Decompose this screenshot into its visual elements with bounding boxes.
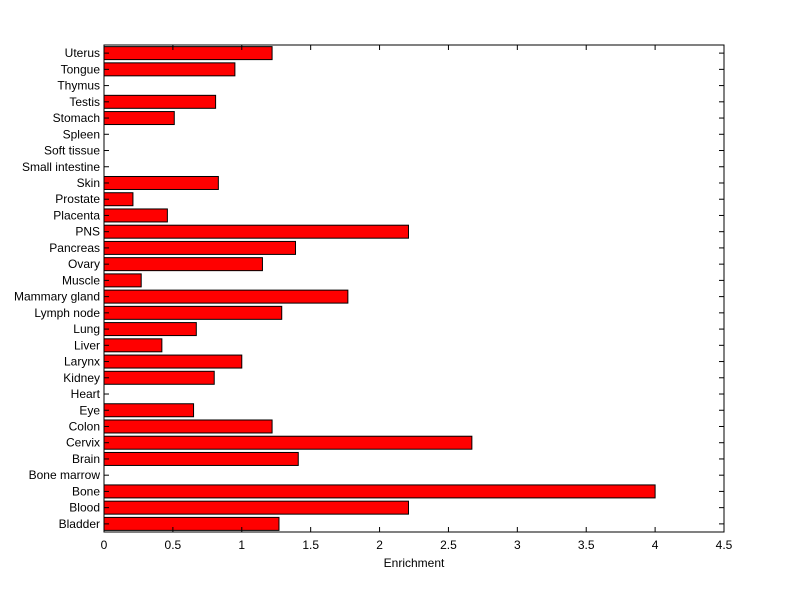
x-tick-label: 4.5 — [716, 538, 733, 552]
y-tick-label: Bone marrow — [29, 468, 101, 482]
y-tick-label: Blood — [69, 501, 100, 515]
bar-brain — [103, 451, 299, 466]
bar-skin — [103, 175, 219, 190]
bar-blood — [103, 500, 409, 515]
y-tick-label: Stomach — [53, 111, 100, 125]
y-tick-label: Pancreas — [49, 241, 100, 255]
bar-pns — [103, 224, 409, 239]
bar-tongue — [103, 62, 236, 77]
bar-ovary — [103, 257, 263, 272]
y-tick-label: Prostate — [55, 192, 100, 206]
x-tick-label: 1 — [238, 538, 245, 552]
x-tick-label: 3 — [514, 538, 521, 552]
bar-muscle — [103, 273, 142, 288]
y-tick-label: Lung — [73, 322, 100, 336]
bar-bone — [103, 484, 656, 499]
y-tick-label: Spleen — [63, 127, 100, 141]
y-tick-label: Uterus — [65, 46, 100, 60]
bar-uterus — [103, 46, 273, 61]
x-tick-label: 4 — [652, 538, 659, 552]
y-tick-label: Muscle — [62, 273, 100, 287]
bar-lymph-node — [103, 305, 283, 320]
x-axis-ticks: 0 0.5 1 1.5 2 2.5 3 3.5 4 4.5 — [101, 45, 733, 552]
y-tick-label: Testis — [69, 95, 100, 109]
y-tick-label: Kidney — [63, 371, 100, 385]
y-axis-ticks: Bladder Blood Bone Bone marrow Brain Cervix Co… — [14, 46, 724, 531]
bar-bladder — [103, 516, 280, 531]
y-tick-label: Colon — [69, 419, 100, 433]
bar-larynx — [103, 354, 243, 369]
bar-liver — [103, 338, 163, 353]
x-tick-label: 0.5 — [165, 538, 182, 552]
bar-placenta — [103, 208, 168, 223]
y-tick-label: Small intestine — [22, 160, 100, 174]
bar-mammary-gland — [103, 289, 349, 304]
y-tick-label: Liver — [74, 338, 100, 352]
bar-colon — [103, 419, 273, 434]
y-tick-label: Lymph node — [34, 306, 100, 320]
y-tick-label: Tongue — [61, 62, 101, 76]
bars-group — [103, 46, 656, 531]
x-tick-label: 1.5 — [302, 538, 319, 552]
y-tick-label: Thymus — [57, 79, 100, 93]
x-tick-label: 2.5 — [440, 538, 457, 552]
y-tick-label: Heart — [71, 387, 101, 401]
y-tick-label: Brain — [72, 452, 100, 466]
bar-cervix — [103, 435, 473, 450]
y-tick-label: Bladder — [59, 517, 100, 531]
y-tick-label: Ovary — [68, 257, 100, 271]
x-tick-label: 3.5 — [578, 538, 595, 552]
x-tick-label: 2 — [376, 538, 383, 552]
bar-eye — [103, 403, 195, 418]
y-tick-label: Skin — [77, 176, 100, 190]
bar-kidney — [103, 370, 215, 385]
y-tick-label: Eye — [79, 403, 100, 417]
bar-lung — [103, 322, 197, 337]
y-tick-label: PNS — [75, 225, 100, 239]
x-axis-label: Enrichment — [384, 556, 445, 570]
y-tick-label: Bone — [72, 484, 100, 498]
y-tick-label: Soft tissue — [44, 144, 100, 158]
bar-pancreas — [103, 240, 297, 255]
bar-stomach — [103, 111, 175, 126]
x-tick-label: 0 — [101, 538, 108, 552]
y-tick-label: Mammary gland — [14, 290, 100, 304]
y-tick-label: Placenta — [53, 208, 100, 222]
y-tick-label: Larynx — [64, 355, 100, 369]
y-tick-label: Cervix — [66, 436, 100, 450]
bar-testis — [103, 94, 217, 109]
plot-frame — [103, 44, 725, 533]
